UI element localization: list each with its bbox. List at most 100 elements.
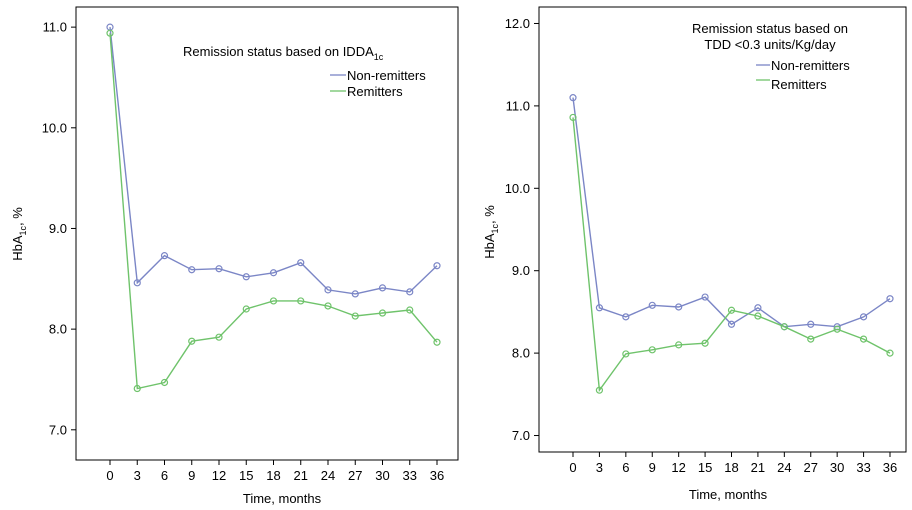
legend-entry-remitters: Remitters [347,84,403,99]
series-line-remitters [109,33,438,390]
data-point-remitters [406,306,414,314]
data-point-remitters [886,349,894,357]
data-point-remitters [675,341,683,349]
y-tick-label: 9.0 [512,263,530,278]
data-point-remitters [569,113,577,122]
data-point-non-remitters [886,295,894,303]
y-tick-label: 12.0 [505,16,530,31]
data-point-remitters [351,312,359,320]
data-point-non-remitters [160,252,169,260]
data-point-non-remitters [595,304,604,312]
data-point-non-remitters [754,304,762,312]
x-tick-label: 15 [698,460,712,475]
data-point-remitters [727,306,736,314]
legend-entry-non-remitters: Non-remitters [771,58,850,73]
series-layer [569,94,894,394]
data-point-non-remitters [701,293,709,301]
x-tick-label: 6 [161,468,168,483]
data-point-remitters [648,346,656,354]
x-tick-label: 30 [830,460,844,475]
series-line-non-remitters [572,97,891,328]
data-point-remitters [859,335,868,343]
data-point-non-remitters [807,320,815,328]
x-tick-label: 21 [751,460,765,475]
x-tick-label: 0 [569,460,576,475]
y-axis: 7.0 8.0 9.0 10.0 11.0 12.0 [505,16,539,443]
data-point-non-remitters [269,269,278,277]
y-tick-label: 10.0 [505,181,530,196]
plot-frame [538,6,907,453]
legend: Non-remitters Remitters [330,68,426,99]
y-tick-label: 9.0 [49,221,67,236]
x-tick-label: 36 [883,460,897,475]
x-axis: 0 3 6 9 12 15 18 21 24 27 30 33 36 [106,460,444,483]
data-point-non-remitters [675,303,683,311]
data-point-non-remitters [297,259,305,267]
data-point-remitters [701,339,709,347]
legend-title: Remission status based on IDDA1c [183,44,384,62]
x-tick-label: 3 [596,460,603,475]
data-point-remitters [269,297,278,305]
data-point-remitters [133,384,141,393]
y-tick-label: 7.0 [512,428,530,443]
x-axis-label: Time, months [243,491,322,506]
data-point-non-remitters [569,94,577,102]
data-point-remitters [807,335,815,343]
y-tick-label: 10.0 [42,120,67,135]
y-axis-label: HbA1c, % [10,207,28,261]
data-point-non-remitters [406,288,414,296]
x-tick-label: 24 [777,460,791,475]
data-point-non-remitters [648,301,656,309]
legend: Non-remitters Remitters [756,58,850,92]
data-point-non-remitters [622,313,630,321]
data-point-non-remitters [242,273,250,281]
x-tick-label: 0 [106,468,113,483]
y-tick-label: 7.0 [49,422,67,437]
data-point-remitters [780,323,788,331]
y-axis: 7.0 8.0 9.0 10.0 11.0 [42,20,76,437]
y-tick-label: 8.0 [512,346,530,361]
x-axis: 0 3 6 9 12 15 18 21 24 27 30 33 36 [569,452,897,475]
data-point-non-remitters [727,320,736,328]
data-point-remitters [106,29,114,37]
series-line-non-remitters [109,27,438,295]
x-tick-label: 30 [375,468,389,483]
data-point-non-remitters [378,284,387,292]
x-tick-label: 27 [804,460,818,475]
y-tick-label: 11.0 [43,20,67,35]
x-tick-label: 33 [403,468,417,483]
y-tick-label: 8.0 [49,322,67,337]
legend-title-line2: TDD <0.3 units/Kg/day [704,37,836,52]
x-tick-label: 12 [212,468,226,483]
data-point-remitters [297,297,305,305]
x-tick-label: 33 [856,460,870,475]
x-tick-label: 9 [188,468,195,483]
data-point-non-remitters [324,286,332,294]
data-point-non-remitters [188,266,196,274]
legend-entry-non-remitters: Non-remitters [347,68,426,83]
data-point-non-remitters [215,265,223,273]
x-tick-label: 36 [430,468,444,483]
data-point-remitters [433,338,441,346]
chart-tdd: 7.08.09.010.011.012.0 0 3 6 9 12 15 18 21 24 27 30… [482,6,907,502]
y-axis-label: HbA1c, % [482,205,500,259]
data-point-remitters [242,305,250,313]
data-point-remitters [595,386,604,394]
x-tick-label: 18 [266,468,280,483]
plot-frame [75,6,459,461]
x-tick-label: 27 [348,468,362,483]
data-point-remitters [160,378,169,387]
data-point-non-remitters [133,279,141,287]
data-point-non-remitters [859,313,868,321]
data-point-remitters [215,333,223,341]
data-point-remitters [324,302,332,310]
series-layer [106,23,441,393]
legend-entry-remitters: Remitters [771,77,827,92]
data-point-non-remitters [351,290,359,298]
x-tick-label: 3 [134,468,141,483]
legend-title: Remission status based on [692,21,848,36]
data-point-remitters [378,309,387,317]
data-point-remitters [833,325,841,333]
x-tick-label: 24 [321,468,335,483]
